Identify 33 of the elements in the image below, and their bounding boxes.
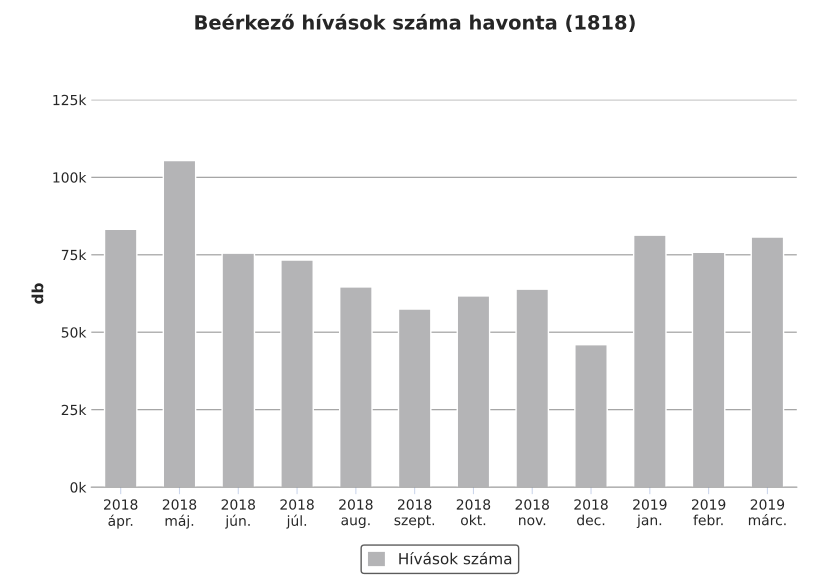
bar: [221, 252, 256, 488]
y-tick-label: 125k: [53, 94, 86, 106]
x-tick-label: 2018 aug.: [339, 499, 373, 528]
y-tick-label: 25k: [62, 404, 86, 416]
x-tick-label: 2018 nov.: [516, 499, 549, 526]
bar: [574, 344, 608, 488]
bar: [632, 234, 667, 488]
x-tick-label: 2018 máj.: [162, 499, 196, 529]
y-tick-label: 75k: [62, 249, 86, 260]
bar: [339, 286, 373, 488]
legend-label: Hívások száma: [399, 552, 512, 564]
bar: [162, 160, 196, 488]
x-tick-label: 2018 júl.: [280, 499, 314, 529]
x-tick-label: 2018 ápr.: [104, 499, 138, 529]
chart-title: Beérkező hívások száma havonta (1818): [195, 14, 635, 32]
y-tick-label: 50k: [62, 326, 86, 338]
y-tick-label: 100k: [53, 172, 86, 183]
bar: [692, 252, 726, 488]
x-tick-label: 2018 okt.: [456, 499, 490, 526]
y-axis-title: db: [32, 283, 44, 304]
x-tick-label: 2019 márc.: [748, 499, 786, 526]
bar: [456, 295, 490, 488]
x-tick-label: 2018 jún.: [222, 499, 255, 529]
bar: [280, 259, 314, 488]
x-tick-label: 2019 jan.: [633, 499, 667, 528]
bar: [398, 308, 432, 488]
x-tick-label: 2019 febr.: [692, 499, 726, 526]
bar: [515, 288, 550, 488]
bar: [750, 236, 784, 488]
x-tick-label: 2018 szept.: [394, 499, 434, 528]
y-tick-label: 0k: [70, 482, 86, 493]
x-tick-label: 2018 dec.: [574, 499, 608, 526]
bar: [104, 228, 138, 488]
